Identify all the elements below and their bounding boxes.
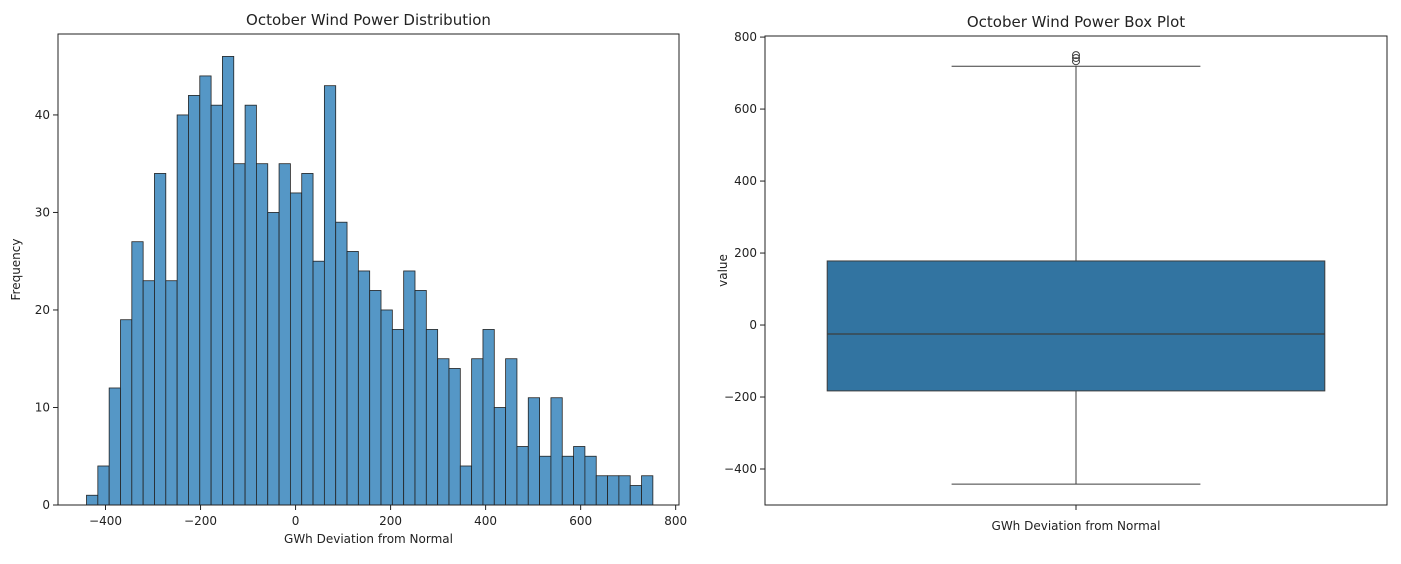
histogram-bar <box>380 309 393 506</box>
histogram-bar <box>425 329 439 506</box>
histogram-bar <box>222 56 235 506</box>
outlier <box>1072 51 1080 60</box>
histogram-bar <box>493 407 507 506</box>
histogram-bar <box>641 475 654 506</box>
histogram-bar <box>505 358 518 506</box>
x-tick-label: 200 <box>379 514 402 528</box>
histogram-bar <box>278 163 291 506</box>
histogram-bar <box>391 329 405 506</box>
histogram-bar <box>244 104 257 506</box>
x-axis-label: GWh Deviation from Normal <box>284 532 453 546</box>
histogram-bar <box>607 475 620 506</box>
y-axis-label: Frequency <box>9 239 23 301</box>
y-tick-label: 0 <box>749 318 757 332</box>
histogram-bar <box>539 455 552 506</box>
histogram-bar <box>584 455 597 506</box>
x-tick-label: −200 <box>184 514 217 528</box>
histogram-bar <box>131 241 144 506</box>
histogram-bar <box>403 270 416 506</box>
histogram-bar <box>595 475 608 506</box>
x-tick-label: 400 <box>474 514 497 528</box>
y-tick-label: 30 <box>35 205 50 219</box>
histogram-bar <box>516 446 529 506</box>
histogram-bar <box>267 212 280 506</box>
histogram-bar <box>346 251 359 506</box>
histogram-bar <box>120 319 133 506</box>
histogram-bar <box>256 163 269 506</box>
histogram-bar <box>97 465 110 506</box>
x-tick-label: GWh Deviation from Normal <box>992 519 1161 533</box>
y-tick-label: 0 <box>42 498 50 512</box>
x-tick-label: 800 <box>664 514 687 528</box>
histogram-bar <box>210 104 223 506</box>
histogram-bar <box>142 280 155 506</box>
histogram-bar <box>471 358 484 506</box>
histogram-bar <box>335 221 348 506</box>
histogram-bar <box>369 290 382 506</box>
histogram-bar <box>550 397 563 506</box>
histogram-bar <box>199 75 212 506</box>
histogram-bar <box>629 485 642 506</box>
histogram-bar <box>176 114 189 506</box>
histogram-bar <box>233 163 246 506</box>
y-tick-label: 800 <box>734 30 757 44</box>
y-tick-label: 600 <box>734 102 757 116</box>
histogram-bar <box>312 260 325 506</box>
histogram-bar <box>86 494 99 506</box>
histogram-bar <box>108 387 121 506</box>
histogram-bar <box>459 465 473 506</box>
histogram-bar <box>165 280 178 506</box>
y-tick-label: −200 <box>724 390 757 404</box>
y-tick-label: 10 <box>35 400 50 414</box>
histogram-bar <box>448 368 461 506</box>
x-tick-label: 600 <box>569 514 592 528</box>
plot-frame <box>57 33 680 506</box>
outlier <box>1072 53 1080 62</box>
y-tick-label: −400 <box>724 462 757 476</box>
histogram-bar <box>561 455 574 506</box>
y-tick-label: 200 <box>734 246 757 260</box>
y-tick-label: 40 <box>35 108 50 122</box>
histogram-bar <box>527 397 540 506</box>
histogram-bar <box>323 85 337 506</box>
histogram-bar <box>357 270 371 506</box>
chart-title: October Wind Power Distribution <box>246 11 491 29</box>
histogram-bar <box>414 290 427 506</box>
y-axis-label: value <box>716 254 730 287</box>
y-tick-label: 400 <box>734 174 757 188</box>
chart-title: October Wind Power Box Plot <box>967 13 1185 31</box>
plot-frame <box>764 35 1388 506</box>
histogram-bar <box>154 173 167 506</box>
x-tick-label: 0 <box>292 514 300 528</box>
y-tick-label: 20 <box>35 303 50 317</box>
histogram-bar <box>188 95 201 506</box>
x-tick-label: −400 <box>89 514 122 528</box>
histogram-bar <box>289 192 303 506</box>
histogram-bar <box>301 173 314 506</box>
histogram-bar <box>573 446 586 506</box>
histogram-bar <box>437 358 450 506</box>
outlier <box>1072 57 1080 66</box>
box <box>826 260 1326 392</box>
histogram-bar <box>482 329 495 506</box>
histogram-bar <box>618 475 631 506</box>
